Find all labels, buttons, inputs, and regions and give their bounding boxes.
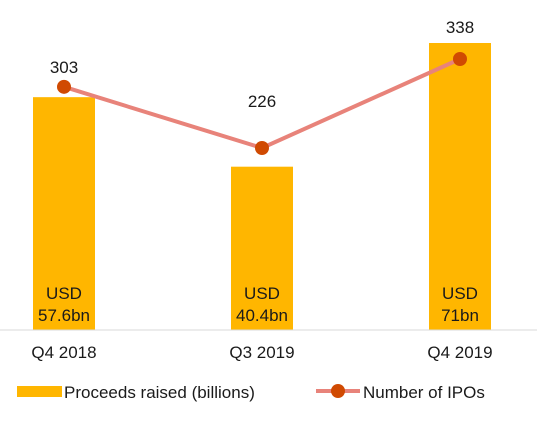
bar-value-label: USD [244,284,280,303]
legend-label-ipos: Number of IPOs [363,383,485,402]
legend: Proceeds raised (billions) Number of IPOs [17,383,485,402]
bar-value-label: USD [442,284,478,303]
legend-marker-swatch [331,384,345,398]
ipo-count-label: 303 [50,58,78,77]
ipo-count-label: 226 [248,92,276,111]
x-tick-label: Q4 2019 [427,343,492,362]
bar-q4-2019 [429,43,491,330]
ipo-count-marker [57,79,71,94]
bar-q3-2019 [231,166,293,330]
legend-label-proceeds: Proceeds raised (billions) [64,383,255,402]
bars-layer: USD 57.6bn USD 40.4bn USD 71bn [33,43,491,330]
line-layer: 303 226 338 [50,18,474,155]
x-tick-labels: Q4 2018 Q3 2019 Q4 2019 [31,343,492,362]
bar-value-label: USD [46,284,82,303]
ipo-count-marker [255,141,269,155]
ipo-count-label: 338 [446,18,474,37]
legend-bar-swatch [17,386,62,397]
bar-value-label: 71bn [441,306,479,325]
bar-value-label: 57.6bn [38,306,90,325]
ipo-count-marker [453,52,467,66]
bar-q4-2018 [33,97,95,330]
x-tick-label: Q4 2018 [31,343,96,362]
x-tick-label: Q3 2019 [229,343,294,362]
bar-value-label: 40.4bn [236,306,288,325]
